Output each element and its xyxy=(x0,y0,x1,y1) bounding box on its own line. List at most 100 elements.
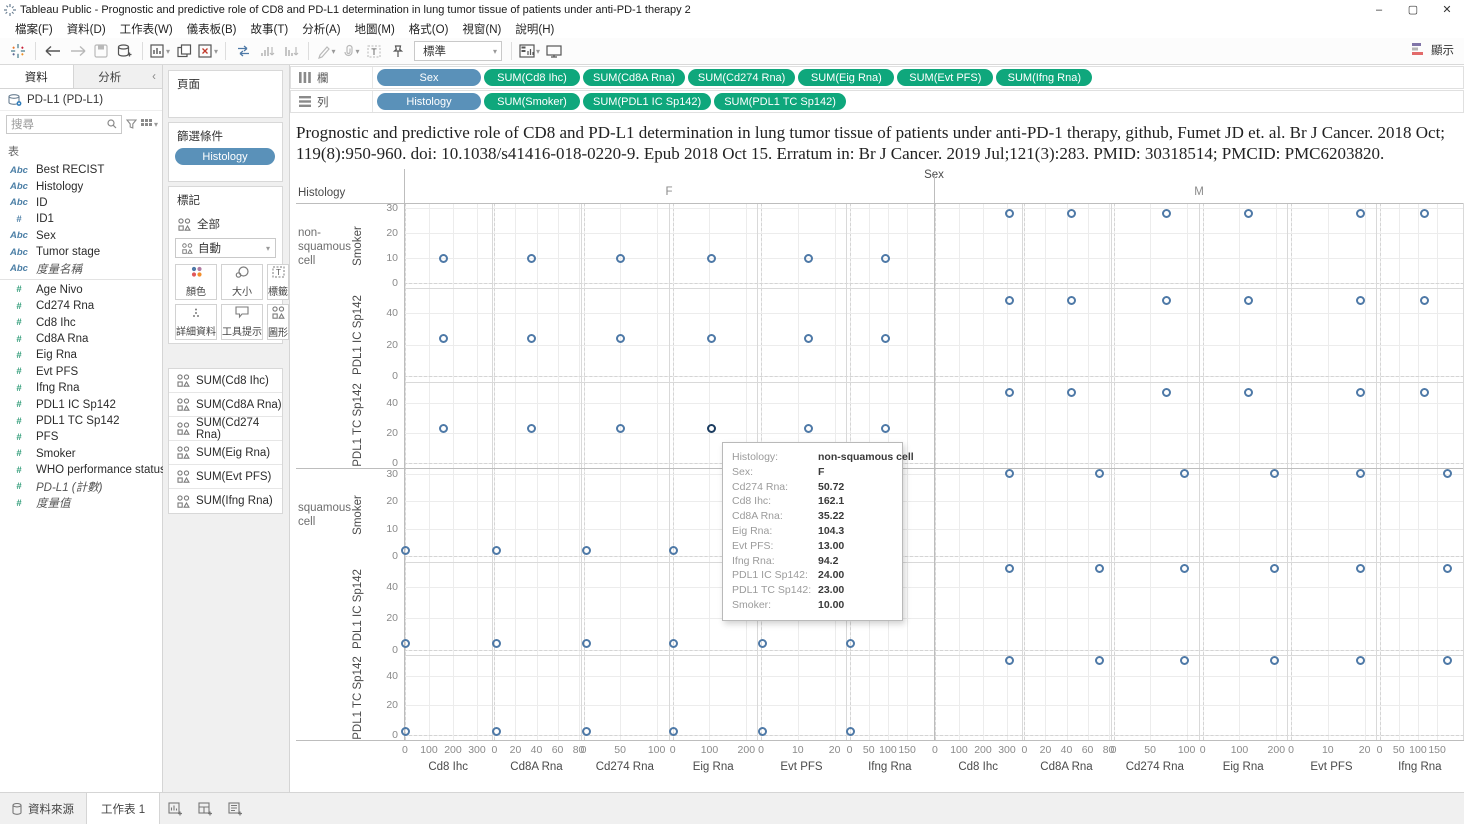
menu-item-1[interactable]: 資料(D) xyxy=(66,23,106,36)
scatter-mark[interactable] xyxy=(1356,208,1366,218)
scatter-mark[interactable] xyxy=(1179,563,1189,573)
scatter-mark[interactable] xyxy=(1443,563,1453,573)
field-item[interactable]: # 度量值 xyxy=(0,495,162,511)
datasource-item[interactable]: PD-L1 (PD-L1) xyxy=(0,89,162,111)
scatter-mark[interactable] xyxy=(401,546,411,556)
redo-button[interactable] xyxy=(65,40,89,62)
scatter-mark[interactable] xyxy=(1356,656,1366,666)
shape-legend-item[interactable]: SUM(Cd274 Rna) xyxy=(169,417,282,441)
columns-pill[interactable]: SUM(Cd274 Rna) xyxy=(687,69,796,86)
scatter-mark[interactable] xyxy=(668,727,678,737)
search-input[interactable]: 搜尋 xyxy=(6,114,122,134)
menu-item-5[interactable]: 分析(A) xyxy=(302,23,341,36)
scatter-mark[interactable] xyxy=(582,727,591,737)
scatter-mark[interactable] xyxy=(1419,296,1429,306)
scatter-mark[interactable] xyxy=(1094,563,1104,573)
shape-button[interactable]: 圖形 xyxy=(267,304,289,340)
scatter-mark[interactable] xyxy=(1005,469,1015,479)
sheet-tab[interactable]: 工作表 1 xyxy=(86,793,161,824)
scatter-mark[interactable] xyxy=(804,423,814,433)
scatter-mark[interactable] xyxy=(757,638,767,648)
columns-pill[interactable]: SUM(Evt PFS) xyxy=(897,69,994,86)
scatter-mark[interactable] xyxy=(1179,469,1189,479)
menu-item-2[interactable]: 工作表(W) xyxy=(119,23,173,36)
scatter-mark[interactable] xyxy=(526,423,536,433)
scatter-mark[interactable] xyxy=(881,334,891,344)
mark-type-dropdown[interactable]: 自動 ▾ xyxy=(175,238,276,258)
scatter-mark[interactable] xyxy=(1067,208,1077,218)
scatter-mark[interactable] xyxy=(668,638,678,648)
field-item[interactable]: # PDL1 TC Sp142 xyxy=(0,413,162,429)
field-item[interactable]: Abc ID xyxy=(0,195,162,211)
field-item[interactable]: # PDL1 IC Sp142 xyxy=(0,396,162,412)
scatter-mark[interactable] xyxy=(1179,656,1189,666)
save-icon[interactable] xyxy=(89,40,113,62)
tooltip-button[interactable]: 工具提示 xyxy=(221,304,263,340)
scatter-mark[interactable] xyxy=(668,546,678,556)
scatter-mark[interactable] xyxy=(1005,656,1015,666)
scatter-mark[interactable] xyxy=(1004,208,1014,218)
menu-item-7[interactable]: 格式(O) xyxy=(408,23,449,36)
scatter-mark[interactable] xyxy=(881,253,891,263)
scatter-mark[interactable] xyxy=(526,253,536,263)
maximize-button[interactable]: ▢ xyxy=(1407,4,1419,16)
fit-dropdown[interactable]: 標準 ▾ xyxy=(414,41,503,61)
text-label-icon[interactable]: T xyxy=(362,40,386,62)
new-datasource-icon[interactable] xyxy=(113,40,137,62)
columns-pill[interactable]: Sex xyxy=(377,69,481,86)
field-item[interactable]: Abc Tumor stage xyxy=(0,244,162,260)
close-button[interactable]: ✕ xyxy=(1442,4,1452,16)
rows-pill[interactable]: Histology xyxy=(377,93,481,110)
scatter-mark[interactable] xyxy=(845,727,855,737)
scatter-mark[interactable] xyxy=(1356,563,1366,573)
scatter-mark[interactable] xyxy=(1244,208,1254,218)
scatter-mark[interactable] xyxy=(439,253,449,263)
scatter-mark[interactable] xyxy=(1356,469,1366,479)
field-item[interactable]: Abc Best RECIST xyxy=(0,162,162,178)
scatter-mark[interactable] xyxy=(1004,296,1014,306)
scatter-mark[interactable] xyxy=(401,727,411,737)
menu-item-3[interactable]: 儀表板(B) xyxy=(186,23,237,36)
field-item[interactable]: # Cd8A Rna xyxy=(0,331,162,347)
datasource-tab[interactable]: 資料來源 xyxy=(0,793,86,824)
scatter-mark[interactable] xyxy=(582,638,591,648)
marks-all-row[interactable]: 全部 xyxy=(169,212,282,236)
field-item[interactable]: # Age Nivo xyxy=(0,282,162,298)
rows-pill[interactable]: SUM(Smoker) xyxy=(484,93,580,110)
filter-pill-histology[interactable]: Histology xyxy=(175,148,275,165)
menu-item-8[interactable]: 視窗(N) xyxy=(462,23,502,36)
new-story-icon[interactable] xyxy=(220,793,250,824)
minimize-button[interactable]: – xyxy=(1375,3,1383,16)
field-item[interactable]: # WHO performance status xyxy=(0,462,165,478)
scatter-mark[interactable] xyxy=(616,423,626,433)
new-dashboard-icon[interactable] xyxy=(190,793,220,824)
group-members-icon[interactable]: ▾ xyxy=(338,40,362,62)
menu-item-4[interactable]: 故事(T) xyxy=(250,23,289,36)
scatter-mark[interactable] xyxy=(706,253,716,263)
field-item[interactable]: # ID1 xyxy=(0,211,162,227)
scatter-mark[interactable] xyxy=(1443,469,1453,479)
field-item[interactable]: Abc Sex xyxy=(0,228,162,244)
scatter-mark[interactable] xyxy=(616,334,626,344)
detail-button[interactable]: 詳細資料 xyxy=(175,304,217,340)
scatter-mark[interactable] xyxy=(845,638,855,648)
new-worksheet-icon[interactable]: ▾ xyxy=(148,40,172,62)
menu-item-0[interactable]: 檔案(F) xyxy=(15,23,53,36)
scatter-mark[interactable] xyxy=(1161,296,1171,306)
tab-analytics[interactable]: 分析 xyxy=(98,71,122,84)
scatter-mark[interactable] xyxy=(492,727,502,737)
scatter-mark[interactable] xyxy=(492,638,502,648)
fix-axes-pin-icon[interactable] xyxy=(386,40,410,62)
field-item[interactable]: # Evt PFS xyxy=(0,364,162,380)
scatter-mark[interactable] xyxy=(1419,387,1429,397)
sort-ascending-icon[interactable] xyxy=(255,40,279,62)
scatter-mark[interactable] xyxy=(804,334,814,344)
scatter-mark[interactable] xyxy=(1244,296,1254,306)
field-item[interactable]: # Eig Rna xyxy=(0,347,162,363)
label-button[interactable]: T 標籤 xyxy=(267,264,289,300)
show-me-button[interactable]: 顯示 xyxy=(1412,42,1454,58)
columns-pill[interactable]: SUM(Eig Rna) xyxy=(798,69,895,86)
columns-pill[interactable]: SUM(Cd8A Rna) xyxy=(583,69,685,86)
rows-pill[interactable]: SUM(PDL1 TC Sp142) xyxy=(714,93,846,110)
scatter-mark[interactable] xyxy=(1269,469,1279,479)
